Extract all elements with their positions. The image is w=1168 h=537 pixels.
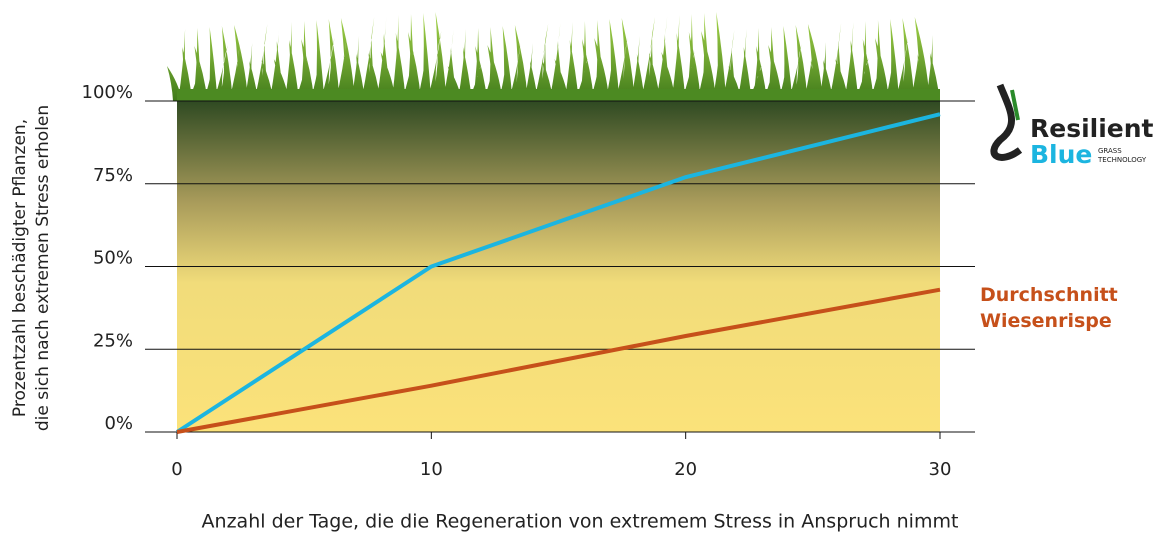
logo-text: Resilient — [1030, 114, 1154, 143]
y-tick-label: 0% — [104, 413, 133, 434]
y-axis-title: Prozentzahl beschädigter Pflanzen, — [10, 119, 30, 417]
y-tick-label: 25% — [93, 330, 133, 351]
x-tick-label: 0 — [171, 459, 182, 480]
grass-blades — [167, 12, 940, 101]
y-tick-label: 75% — [93, 165, 133, 186]
y-tick-label: 100% — [82, 82, 133, 103]
x-tick-label: 20 — [674, 459, 697, 480]
legend-entry: Durchschnitt Wiesenrispe — [980, 284, 1118, 332]
y-tick-label: 50% — [93, 248, 133, 269]
logo: Resilient Blue GRASS TECHNOLOGY — [990, 83, 1154, 169]
y-axis-title: die sich nach extremen Stress erholen — [33, 105, 53, 431]
x-tick-label: 10 — [420, 459, 443, 480]
logo-icon — [990, 83, 1023, 161]
x-tick-label: 30 — [929, 459, 952, 480]
grass-base — [177, 89, 940, 101]
logo-tag: TECHNOLOGY — [1097, 156, 1147, 164]
grass — [167, 12, 940, 101]
x-axis-title: Anzahl der Tage, die die Regeneration vo… — [202, 511, 959, 533]
series-line — [175, 112, 941, 434]
logo-icon — [1010, 89, 1020, 121]
series-line — [176, 287, 941, 434]
logo-text: Blue — [1030, 140, 1092, 169]
logo-tag: GRASS — [1098, 147, 1122, 155]
